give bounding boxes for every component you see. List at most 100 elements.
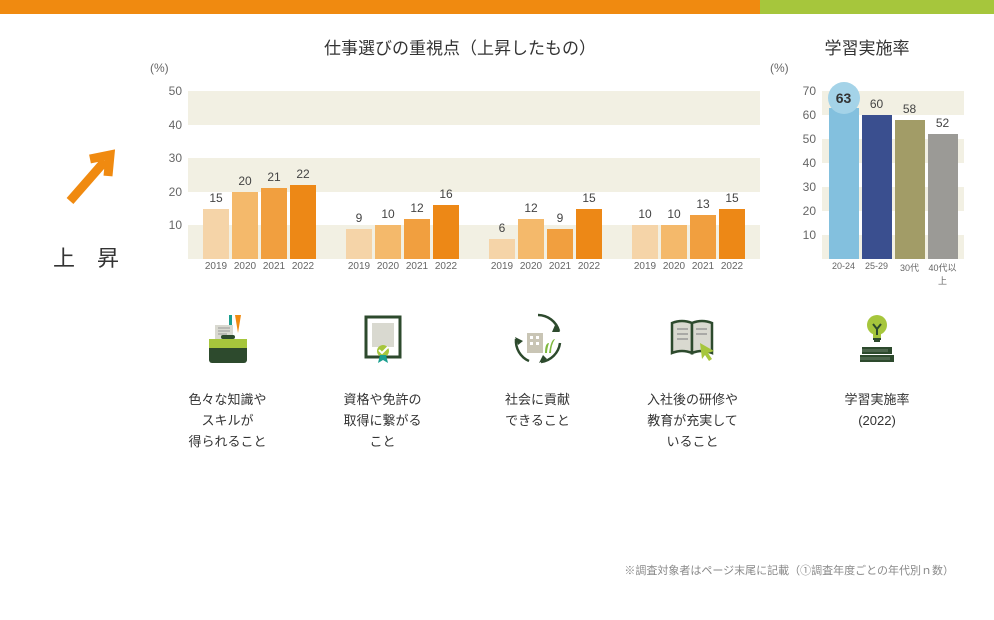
bar-value: 21: [267, 170, 280, 184]
y-tick: 50: [169, 84, 182, 98]
bar-value: 15: [582, 191, 595, 205]
bar: 15: [719, 209, 745, 259]
x-label: 2019: [632, 261, 658, 281]
bar-value: 10: [667, 207, 680, 221]
bar-group: 15202122: [188, 91, 331, 259]
bar-value: 22: [296, 167, 309, 181]
bar-value: 15: [209, 191, 222, 205]
x-label: 2019: [489, 261, 515, 281]
bar: 15: [576, 209, 602, 259]
x-label: 2020: [375, 261, 401, 281]
icon-text: 資格や免許の: [343, 390, 421, 411]
bar: 58: [895, 120, 925, 259]
icon-text: 教育が充実して: [647, 411, 738, 432]
bar: 12: [404, 219, 430, 259]
icon-text: 取得に繋がる: [343, 411, 421, 432]
y-tick: 40: [803, 156, 816, 170]
x-label: 30代: [895, 261, 925, 281]
recycle-building-icon: [507, 309, 569, 390]
icon-text: こと: [369, 432, 395, 453]
x-label: 40代以上: [928, 261, 958, 281]
book-cursor-icon: [662, 309, 724, 390]
bar-value: 10: [638, 207, 651, 221]
x-label: 2021: [690, 261, 716, 281]
bar: 52: [928, 134, 958, 259]
y-tick: 30: [803, 180, 816, 194]
rising-indicator: 上 昇: [30, 81, 150, 281]
icon-text: 社会に貢献: [505, 390, 570, 411]
header-bar: [0, 0, 994, 14]
y-tick: 60: [803, 108, 816, 122]
x-label: 2021: [261, 261, 287, 281]
bar: 9: [346, 229, 372, 259]
lightbulb-books-icon: [846, 309, 908, 390]
icon-text: スキルが: [201, 411, 253, 432]
chart-category: 資格や免許の取得に繋がること: [305, 309, 460, 452]
bar: 9: [547, 229, 573, 259]
y-tick: 20: [803, 204, 816, 218]
bar: 16: [433, 205, 459, 259]
x-label: 2019: [203, 261, 229, 281]
bar-value: 20: [238, 174, 251, 188]
y-tick: 20: [169, 185, 182, 199]
header-orange: [0, 0, 760, 14]
main-chart-title: 仕事選びの重視点（上昇したもの）: [150, 34, 770, 59]
bar-value: 13: [696, 197, 709, 211]
bar-value: 10: [381, 207, 394, 221]
chart-category: 社会に貢献できること: [460, 309, 615, 452]
x-label: 25-29: [862, 261, 892, 281]
bar-value: 15: [725, 191, 738, 205]
bar-value: 12: [524, 201, 537, 215]
x-label: 20-24: [829, 261, 859, 281]
icon-text: いること: [666, 432, 718, 453]
briefcase-icon: [197, 309, 259, 390]
bar-value: 60: [870, 97, 883, 111]
y-tick: 30: [169, 151, 182, 165]
x-label: 2021: [547, 261, 573, 281]
right-unit: (%): [770, 61, 789, 75]
x-label: 2022: [576, 261, 602, 281]
bar-group: 10101315: [617, 91, 760, 259]
x-label: 2019: [346, 261, 372, 281]
icon-text: 得られること: [188, 432, 266, 453]
x-label: 2022: [719, 261, 745, 281]
bar-group: 9101216: [331, 91, 474, 259]
x-label: 2021: [404, 261, 430, 281]
bar-value: 52: [936, 116, 949, 130]
icon-text: 色々な知識や: [188, 390, 266, 411]
bar: 63: [829, 108, 859, 259]
bar: 22: [290, 185, 316, 259]
bar: 10: [632, 225, 658, 259]
y-tick: 10: [803, 228, 816, 242]
certificate-icon: [352, 309, 414, 390]
bar: 10: [375, 225, 401, 259]
y-tick: 40: [169, 118, 182, 132]
icon-text: 学習実施率: [844, 390, 909, 411]
chart-category: 色々な知識やスキルが得られること: [150, 309, 305, 452]
y-tick: 50: [803, 132, 816, 146]
main-unit: (%): [150, 61, 169, 75]
right-bar-chart: 10203040506070 63605852 20-2425-2930代40代…: [790, 81, 964, 281]
bar-value: 6: [499, 221, 506, 235]
bar-value: 12: [410, 201, 423, 215]
x-label: 2020: [232, 261, 258, 281]
icon-text: できること: [505, 411, 570, 432]
bar-value: 16: [439, 187, 452, 201]
right-chart-title: 学習実施率: [770, 34, 964, 59]
header-green: [760, 0, 994, 14]
bar: 21: [261, 188, 287, 259]
bar: 15: [203, 209, 229, 259]
y-tick: 70: [803, 84, 816, 98]
bar: 10: [661, 225, 687, 259]
bar: 12: [518, 219, 544, 259]
highlight-badge: 63: [828, 82, 860, 114]
bar-value: 58: [903, 102, 916, 116]
icon-text: (2022): [858, 411, 896, 432]
footnote: ※調査対象者はページ末尾に記載（①調査年度ごとの年代別ｎ数）: [624, 562, 954, 578]
bar: 6: [489, 239, 515, 259]
x-label: 2020: [661, 261, 687, 281]
bar-value: 9: [356, 211, 363, 225]
bar-group: 612915: [474, 91, 617, 259]
up-arrow-icon: [60, 141, 120, 211]
y-tick: 10: [169, 218, 182, 232]
